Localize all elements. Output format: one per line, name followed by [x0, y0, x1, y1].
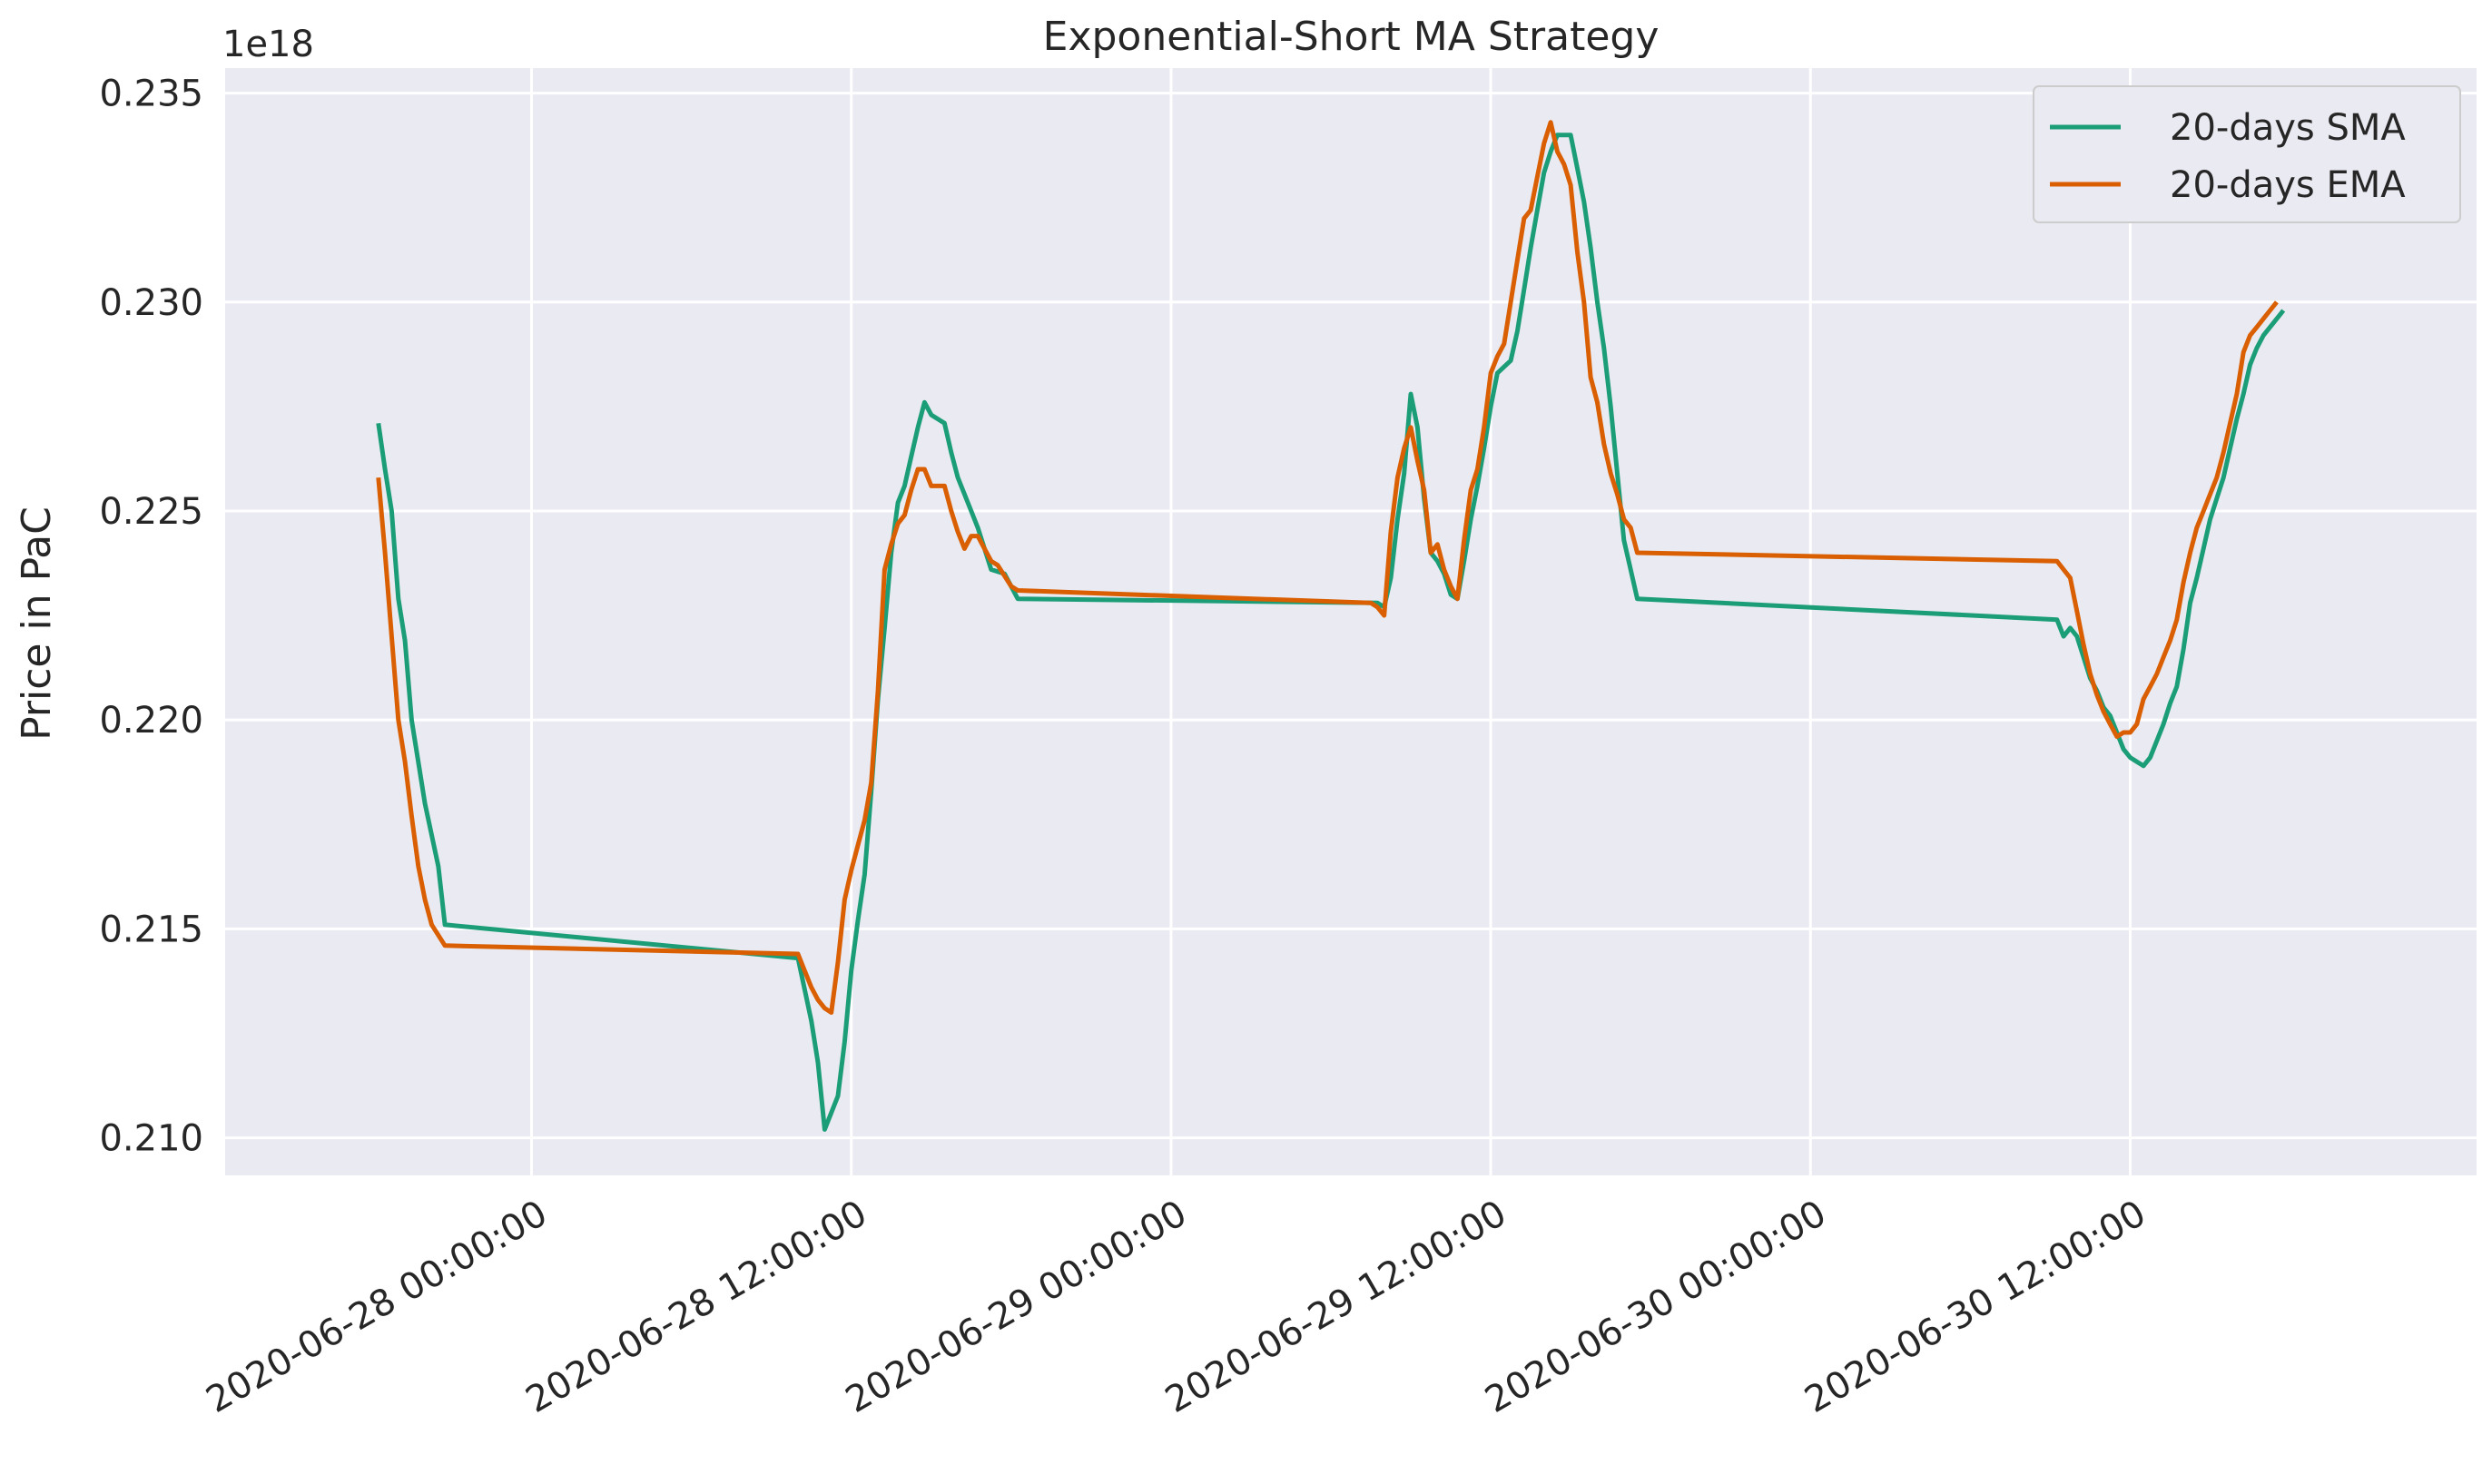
y-offset-label: 1e18: [222, 24, 314, 65]
y-axis-label: Price in PaC: [14, 506, 60, 741]
legend: 20-days SMA 20-days EMA: [2033, 85, 2461, 223]
x-tick-label: 2020-06-30 12:00:00: [1798, 1193, 2153, 1421]
y-tick-label: 0.210: [99, 1118, 203, 1160]
x-tick-label: 2020-06-29 00:00:00: [839, 1193, 1194, 1421]
series-layer: [376, 120, 2286, 1132]
y-tick-label: 0.225: [99, 491, 203, 533]
x-tick-label: 2020-06-28 12:00:00: [519, 1193, 874, 1421]
y-axis: 0.210 0.215 0.220 0.225 0.230 0.235: [99, 74, 203, 1160]
y-tick-label: 0.230: [99, 282, 203, 324]
plot-background: [225, 68, 2477, 1175]
series-line-ema: [376, 120, 2279, 1015]
legend-label-sma: 20-days SMA: [2170, 107, 2406, 149]
chart-title: Exponential-Short MA Strategy: [1043, 14, 1660, 60]
legend-box: [2033, 85, 2461, 223]
grid: [225, 68, 2477, 1175]
x-tick-label: 2020-06-29 12:00:00: [1158, 1193, 1513, 1421]
x-tick-label: 2020-06-28 00:00:00: [200, 1193, 555, 1421]
y-tick-label: 0.220: [99, 700, 203, 742]
y-tick-label: 0.215: [99, 909, 203, 950]
legend-label-ema: 20-days EMA: [2170, 164, 2406, 206]
y-tick-label: 0.235: [99, 74, 203, 115]
x-tick-label: 2020-06-30 00:00:00: [1478, 1193, 1833, 1421]
series-line-sma: [376, 133, 2286, 1132]
